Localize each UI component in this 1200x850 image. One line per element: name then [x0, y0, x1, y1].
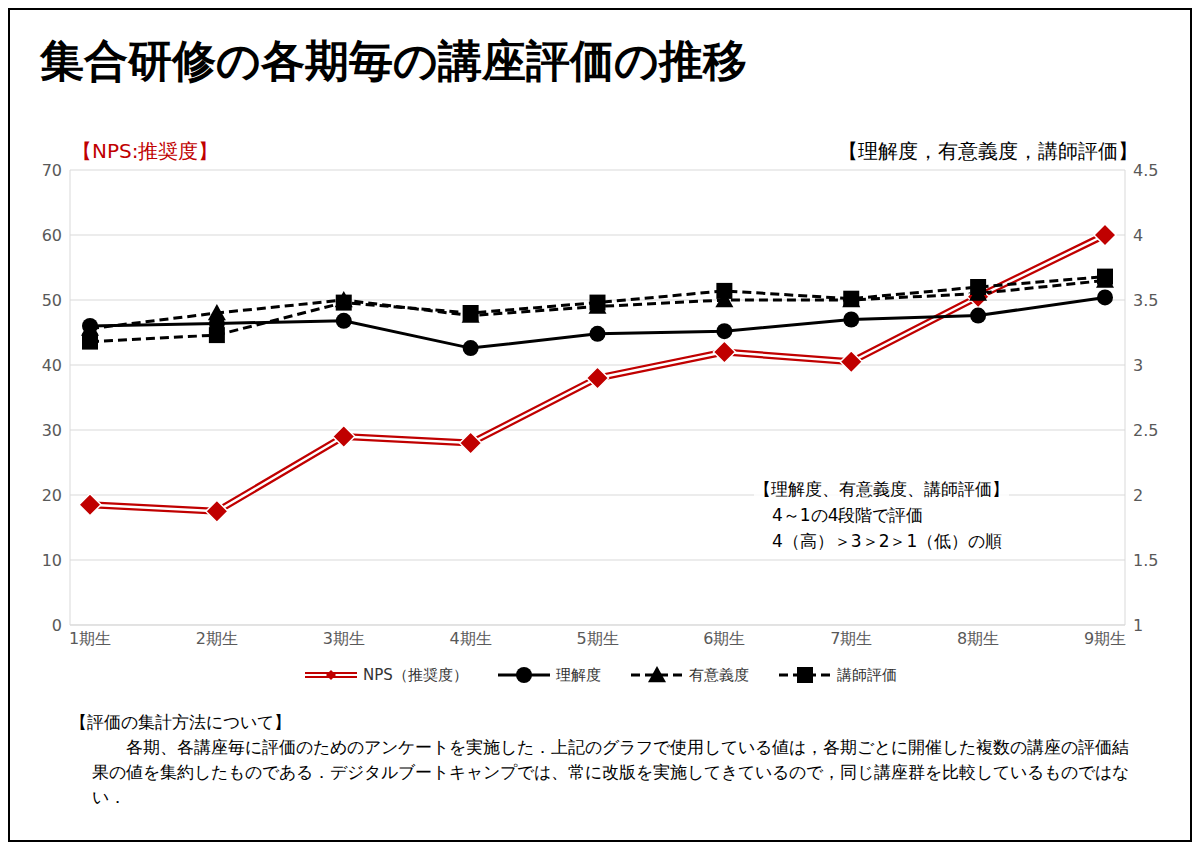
html-text:【理解度、有意義度、講師評価】: 【理解度、有意義度、講師評価】 [754, 479, 1009, 499]
svg-text:1期生: 1期生 [69, 629, 111, 648]
svg-text:70: 70 [42, 161, 62, 180]
html-text:集合研修の各期毎の講座評価の推移: 集合研修の各期毎の講座評価の推移 [40, 35, 747, 86]
svg-text:50: 50 [42, 291, 62, 310]
html-text:講師評価: 講師評価 [836, 665, 897, 684]
html-text:4（高）＞3＞2＞1（低）の順: 4（高）＞3＞2＞1（低）の順 [772, 531, 1003, 551]
html-text:【評価の集計方法について】: 【評価の集計方法について】 [70, 712, 291, 732]
svg-text:60: 60 [42, 226, 62, 245]
svg-text:3期生: 3期生 [323, 629, 365, 648]
svg-text:4期生: 4期生 [450, 629, 492, 648]
svg-text:1.5: 1.5 [1133, 551, 1158, 570]
svg-text:40: 40 [42, 356, 62, 375]
svg-text:20: 20 [42, 486, 62, 505]
html-text:理解度: 理解度 [555, 665, 601, 684]
html-text:【NPS:推奨度】: 【NPS:推奨度】 [72, 139, 219, 163]
html-text:各期、各講座毎に評価のためのアンケートを実施した．上記のグラ: 各期、各講座毎に評価のためのアンケートを実施した．上記のグラフで使用している値は… [92, 737, 1129, 807]
html-text:【理解度，有意義度，講師評価】: 【理解度，有意義度，講師評価】 [838, 139, 1138, 163]
svg-text:2.5: 2.5 [1133, 421, 1158, 440]
svg-text:1: 1 [1133, 616, 1143, 635]
html-text:NPS（推奨度）: NPS（推奨度） [363, 665, 468, 684]
svg-text:3.5: 3.5 [1133, 291, 1158, 310]
svg-text:4: 4 [1133, 226, 1143, 245]
svg-text:7期生: 7期生 [830, 629, 872, 648]
svg-text:6期生: 6期生 [703, 629, 745, 648]
svg-text:2期生: 2期生 [196, 629, 238, 648]
svg-text:2: 2 [1133, 486, 1143, 505]
svg-text:4.5: 4.5 [1133, 161, 1158, 180]
svg-text:5期生: 5期生 [576, 629, 618, 648]
svg-text:3: 3 [1133, 356, 1143, 375]
html-text:有意義度: 有意義度 [688, 665, 749, 684]
html-text:4～1の4段階で評価: 4～1の4段階で評価 [772, 505, 924, 525]
svg-text:10: 10 [42, 551, 62, 570]
svg-text:9期生: 9期生 [1084, 629, 1126, 648]
svg-text:30: 30 [42, 421, 62, 440]
svg-text:0: 0 [52, 616, 62, 635]
svg-text:8期生: 8期生 [957, 629, 999, 648]
